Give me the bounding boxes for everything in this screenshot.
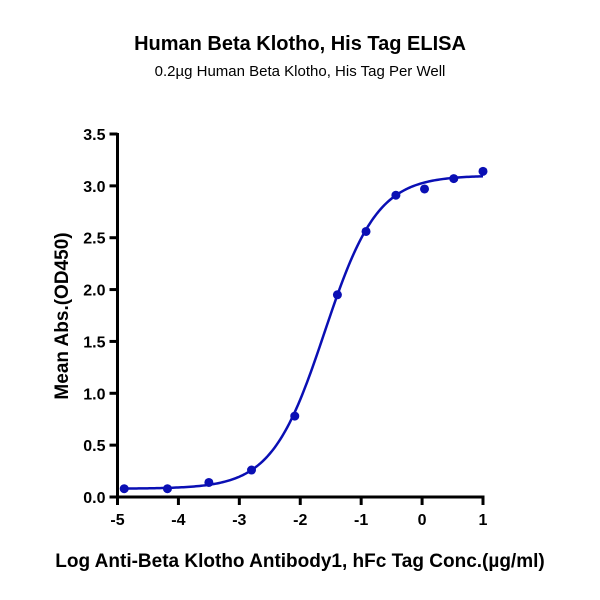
y-tick-label: 0.0 — [83, 490, 105, 507]
x-axis-label: Log Anti-Beta Klotho Antibody1, hFc Tag … — [55, 551, 544, 572]
data-point — [247, 465, 257, 475]
y-tick-label: 0.5 — [83, 438, 105, 455]
y-tick-label: 1.5 — [83, 334, 105, 351]
x-tick-label: -3 — [232, 512, 246, 529]
chart-title: Human Beta Klotho, His Tag ELISA — [134, 33, 466, 55]
data-point — [478, 166, 488, 176]
data-point — [162, 484, 172, 494]
x-tick-label: -2 — [293, 512, 307, 529]
fit-curve — [124, 175, 484, 490]
data-point — [391, 190, 401, 200]
y-tick-label: 1.0 — [83, 386, 105, 403]
y-tick-label: 3.0 — [83, 179, 105, 196]
x-tick-label: -4 — [171, 512, 185, 529]
y-tick-label: 2.0 — [83, 283, 105, 300]
chart-subtitle: 0.2µg Human Beta Klotho, His Tag Per Wel… — [155, 63, 446, 80]
y-tick-label: 3.5 — [83, 127, 105, 144]
data-point — [420, 184, 430, 194]
data-point — [290, 411, 300, 421]
y-axis-label: Mean Abs.(OD450) — [52, 232, 73, 399]
data-point — [332, 290, 342, 300]
x-tick-label: -5 — [110, 512, 124, 529]
x-tick-label: 0 — [418, 512, 427, 529]
data-point — [204, 477, 214, 487]
x-tick-label: -1 — [354, 512, 368, 529]
data-point — [449, 174, 459, 184]
data-point — [119, 484, 129, 494]
y-tick-label: 2.5 — [83, 231, 105, 248]
x-tick-label: 1 — [479, 512, 488, 529]
data-point — [361, 226, 371, 236]
